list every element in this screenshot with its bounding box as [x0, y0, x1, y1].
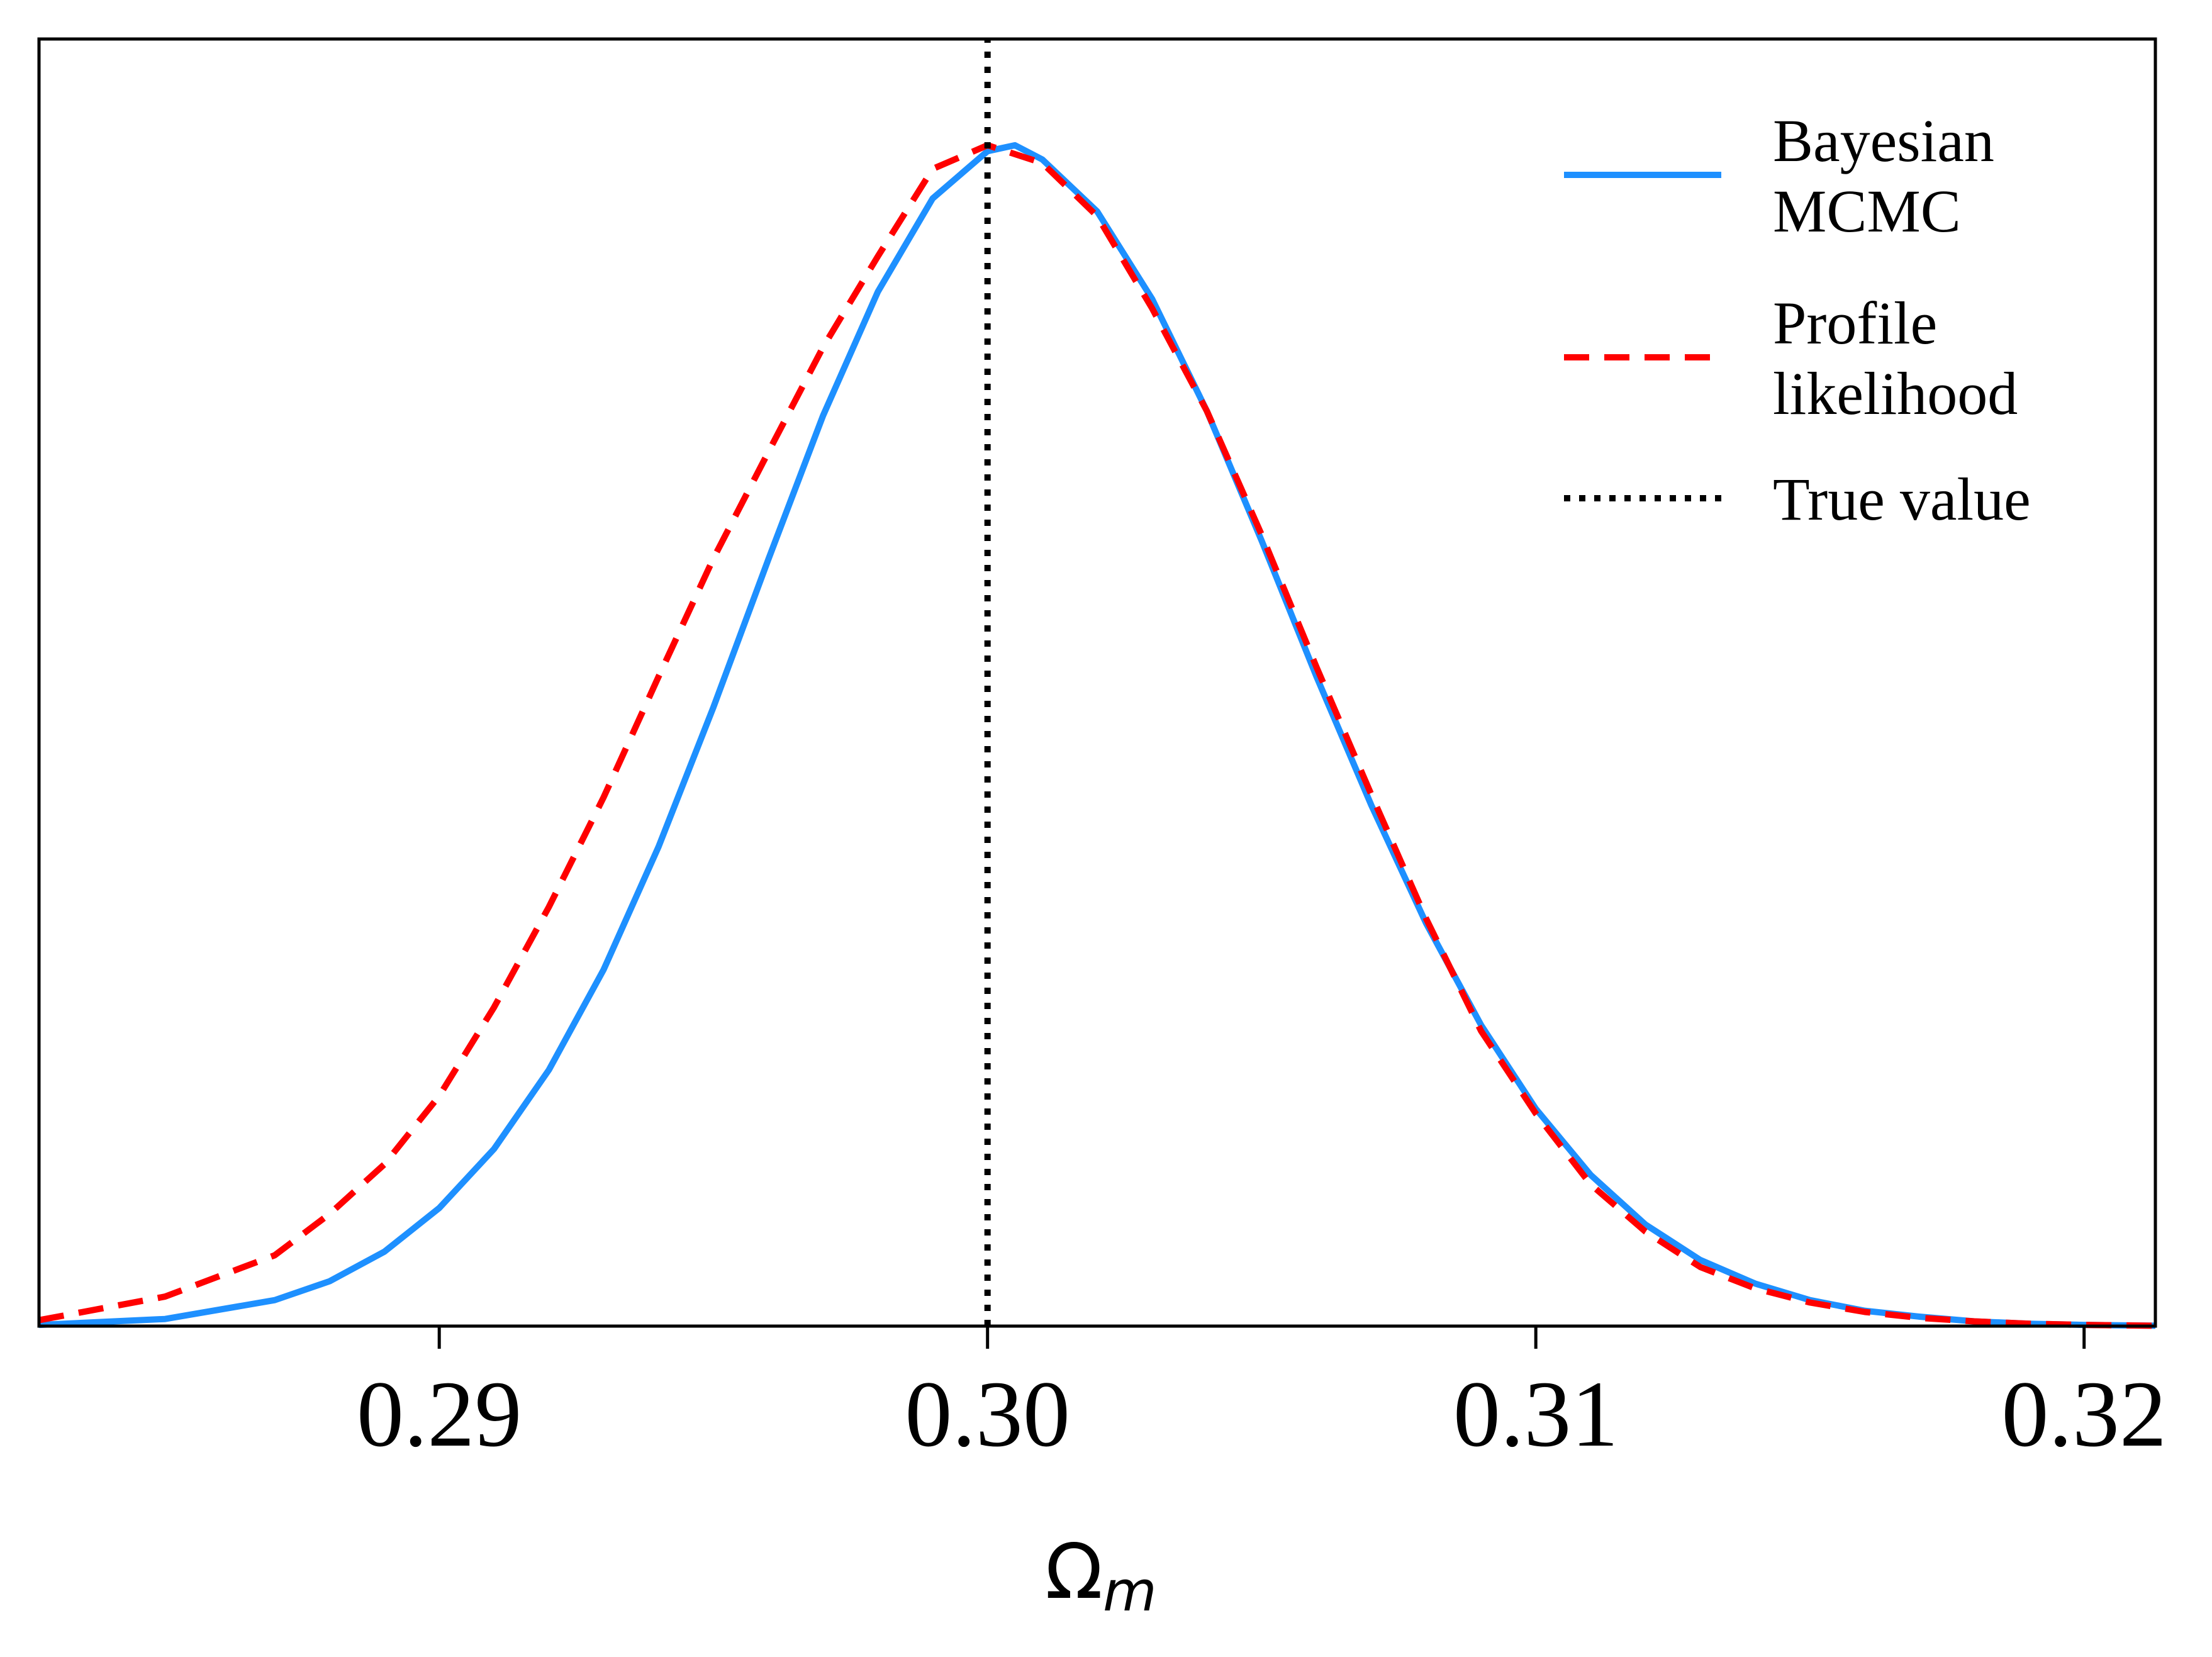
legend-label-2: True value	[1773, 466, 2031, 533]
plot-background	[39, 39, 2155, 1326]
series-line-1	[38, 142, 2156, 1329]
series-line-0	[38, 142, 2156, 1329]
legend-label-1: likelihood	[1773, 360, 2018, 427]
x-axis-ticks: 0.29 0.30 0.31 0.32	[357, 1326, 2167, 1466]
legend-label-0: MCMC	[1773, 177, 1961, 245]
legend-label-1: Profile	[1773, 289, 1937, 357]
x-axis-label-subscript: m	[1103, 1559, 1157, 1624]
series-group	[38, 39, 2156, 1329]
plot-frame	[37, 37, 2157, 1328]
x-tick-label: 0.29	[357, 1362, 522, 1466]
legend-label-0: Bayesian	[1773, 107, 1994, 174]
x-axis-label-symbol: Ω	[1045, 1529, 1103, 1616]
x-tick-label: 0.32	[2001, 1362, 2167, 1466]
x-tick-label: 0.31	[1453, 1362, 1619, 1466]
x-axis-label: Ωm	[1045, 1529, 1156, 1624]
x-tick-label: 0.30	[905, 1362, 1070, 1466]
